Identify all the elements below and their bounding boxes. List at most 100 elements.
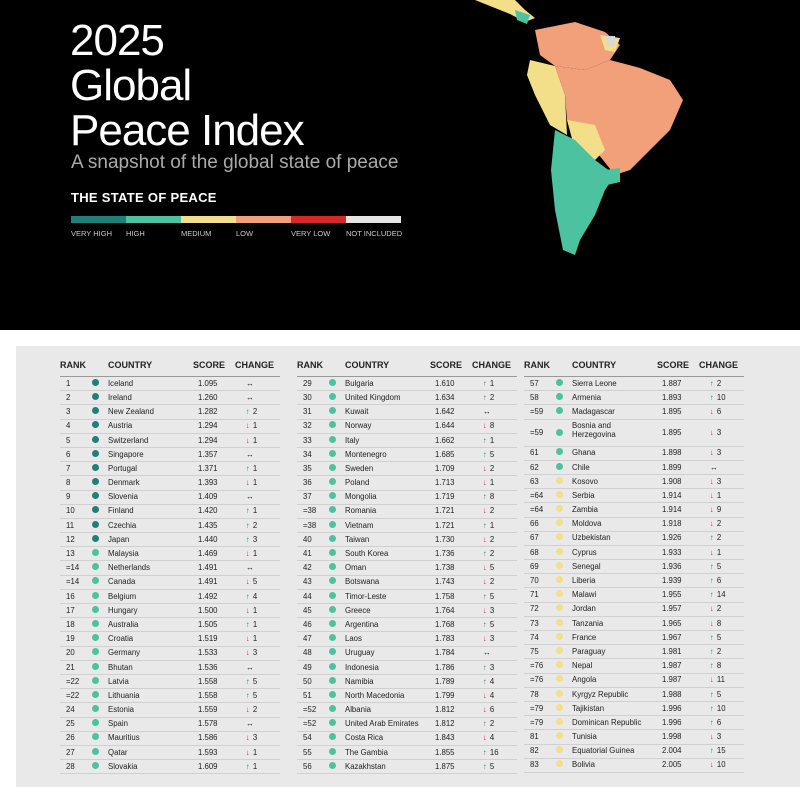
arrow-both-icon: ↔ xyxy=(246,449,254,459)
change-cell: ↑ 8 xyxy=(483,492,494,501)
score-cell: 1.899 xyxy=(662,462,682,472)
change-cell: ↔ xyxy=(710,463,721,472)
rank-cell: 16 xyxy=(66,591,75,601)
country-cell: Malaysia xyxy=(108,549,139,559)
change-cell: ↑ 1 xyxy=(246,506,257,515)
score-header: SCORE xyxy=(430,360,463,370)
score-cell: 1.294 xyxy=(198,435,218,445)
peace-level-dot xyxy=(329,534,336,542)
country-cell: Australia xyxy=(108,619,139,629)
country-cell: Timor-Leste xyxy=(345,591,387,601)
arrow-up-icon: ↑ xyxy=(483,619,487,629)
table-row: =76 Nepal 1.987 ↑ 8 xyxy=(524,659,744,674)
arrow-up-icon: ↑ xyxy=(710,392,714,402)
change-cell: ↓ 3 xyxy=(710,477,721,486)
change-value: 4 xyxy=(489,676,495,686)
table-row: =79 Dominican Republic 1.996 ↑ 6 xyxy=(524,716,744,731)
table-row: 83 Bolivia 2.005 ↓ 10 xyxy=(524,759,744,773)
change-cell: ↑ 5 xyxy=(483,592,494,601)
change-cell: ↓ 1 xyxy=(246,634,257,643)
rank-cell: 32 xyxy=(303,421,312,431)
table-row: 82 Equatorial Guinea 2.004 ↑ 15 xyxy=(524,745,744,759)
change-header: CHANGE xyxy=(235,360,275,370)
arrow-up-icon: ↑ xyxy=(710,561,714,571)
change-cell: ↑ 1 xyxy=(246,762,257,771)
change-cell: ↓ 1 xyxy=(710,548,721,557)
score-cell: 1.409 xyxy=(198,492,218,502)
change-cell: ↓ 10 xyxy=(710,760,726,769)
country-cell: Latvia xyxy=(108,676,129,686)
table-row: 47 Laos 1.783 ↓ 3 xyxy=(297,632,517,647)
change-cell: ↓ 2 xyxy=(710,604,721,613)
country-cell: Moldova xyxy=(572,519,602,529)
country-cell: Indonesia xyxy=(345,662,379,672)
score-cell: 1.730 xyxy=(435,534,455,544)
arrow-down-icon: ↓ xyxy=(710,448,714,458)
country-cell: Austria xyxy=(108,421,133,431)
rank-header: RANK xyxy=(60,360,86,370)
rank-cell: 51 xyxy=(303,690,312,700)
change-value: 3 xyxy=(252,648,258,658)
change-cell: ↓ 1 xyxy=(246,549,257,558)
table-row: 72 Jordan 1.957 ↓ 2 xyxy=(524,603,744,617)
change-value: 2 xyxy=(489,392,495,402)
table-row: 31 Kuwait 1.642 ↔ xyxy=(297,405,517,420)
arrow-up-icon: ↑ xyxy=(483,591,487,601)
table-row: 50 Namibia 1.789 ↑ 4 xyxy=(297,675,517,690)
rank-cell: 28 xyxy=(66,761,75,771)
peace-level-dot xyxy=(556,476,563,484)
change-value: 8 xyxy=(489,421,495,431)
table-row: 33 Italy 1.662 ↑ 1 xyxy=(297,434,517,448)
change-value: 1 xyxy=(252,506,258,516)
change-value: 1 xyxy=(716,490,722,500)
change-cell: ↔ xyxy=(246,719,257,728)
peace-level-dot xyxy=(92,648,99,656)
table-row: =14 Canada 1.491 ↓ 5 xyxy=(60,576,280,590)
peace-level-dot xyxy=(556,760,563,768)
country-cell: Madagascar xyxy=(572,407,615,417)
score-cell: 1.996 xyxy=(662,703,682,713)
table-row: 67 Uzbekistan 1.926 ↑ 2 xyxy=(524,532,744,546)
peace-level-dot xyxy=(556,590,563,598)
arrow-both-icon: ↔ xyxy=(246,392,254,402)
country-cell: Tunisia xyxy=(572,732,597,742)
change-cell: ↑ 5 xyxy=(483,762,494,771)
score-cell: 1.393 xyxy=(198,478,218,488)
change-cell: ↓ 4 xyxy=(483,733,494,742)
peace-level-dot xyxy=(92,563,99,571)
arrow-up-icon: ↑ xyxy=(246,463,250,473)
rank-cell: 56 xyxy=(303,761,312,771)
title-line-year: 2025 xyxy=(70,16,165,65)
country-cell: United Arab Emirates xyxy=(345,719,419,729)
arrow-down-icon: ↓ xyxy=(710,732,714,742)
rank-header: RANK xyxy=(524,360,550,370)
peace-level-dot xyxy=(329,506,336,514)
table-row: 40 Taiwan 1.730 ↓ 2 xyxy=(297,533,517,548)
table-row: 44 Timor-Leste 1.758 ↑ 5 xyxy=(297,590,517,604)
country-cell: Senegal xyxy=(572,561,601,571)
arrow-up-icon: ↑ xyxy=(246,506,250,516)
score-cell: 1.609 xyxy=(198,761,218,771)
change-cell: ↔ xyxy=(246,393,257,402)
change-value: 9 xyxy=(716,505,722,515)
change-value: 14 xyxy=(716,590,726,600)
peace-level-dot xyxy=(556,576,563,584)
change-cell: ↓ 3 xyxy=(483,634,494,643)
page-title: 2025 Global Peace Index xyxy=(70,16,305,153)
change-cell: ↓ 2 xyxy=(483,577,494,586)
table-row: 70 Liberia 1.939 ↑ 6 xyxy=(524,574,744,589)
table-row: 35 Sweden 1.709 ↓ 2 xyxy=(297,462,517,477)
table-row: =64 Serbia 1.914 ↓ 1 xyxy=(524,489,744,504)
arrow-up-icon: ↑ xyxy=(710,703,714,713)
change-cell: ↑ 5 xyxy=(483,620,494,629)
change-cell: ↑ 3 xyxy=(246,535,257,544)
country-cell: Sierra Leone xyxy=(572,378,617,388)
map-caribbean-strip xyxy=(515,10,530,24)
rank-cell: 41 xyxy=(303,549,312,559)
rank-cell: 2 xyxy=(66,392,71,402)
table-row: 62 Chile 1.899 ↔ xyxy=(524,461,744,475)
table-row: 51 North Macedonia 1.799 ↓ 4 xyxy=(297,689,517,704)
country-cell: Spain xyxy=(108,719,128,729)
country-cell: Mongolia xyxy=(345,492,377,502)
peace-level-dot xyxy=(92,577,99,585)
